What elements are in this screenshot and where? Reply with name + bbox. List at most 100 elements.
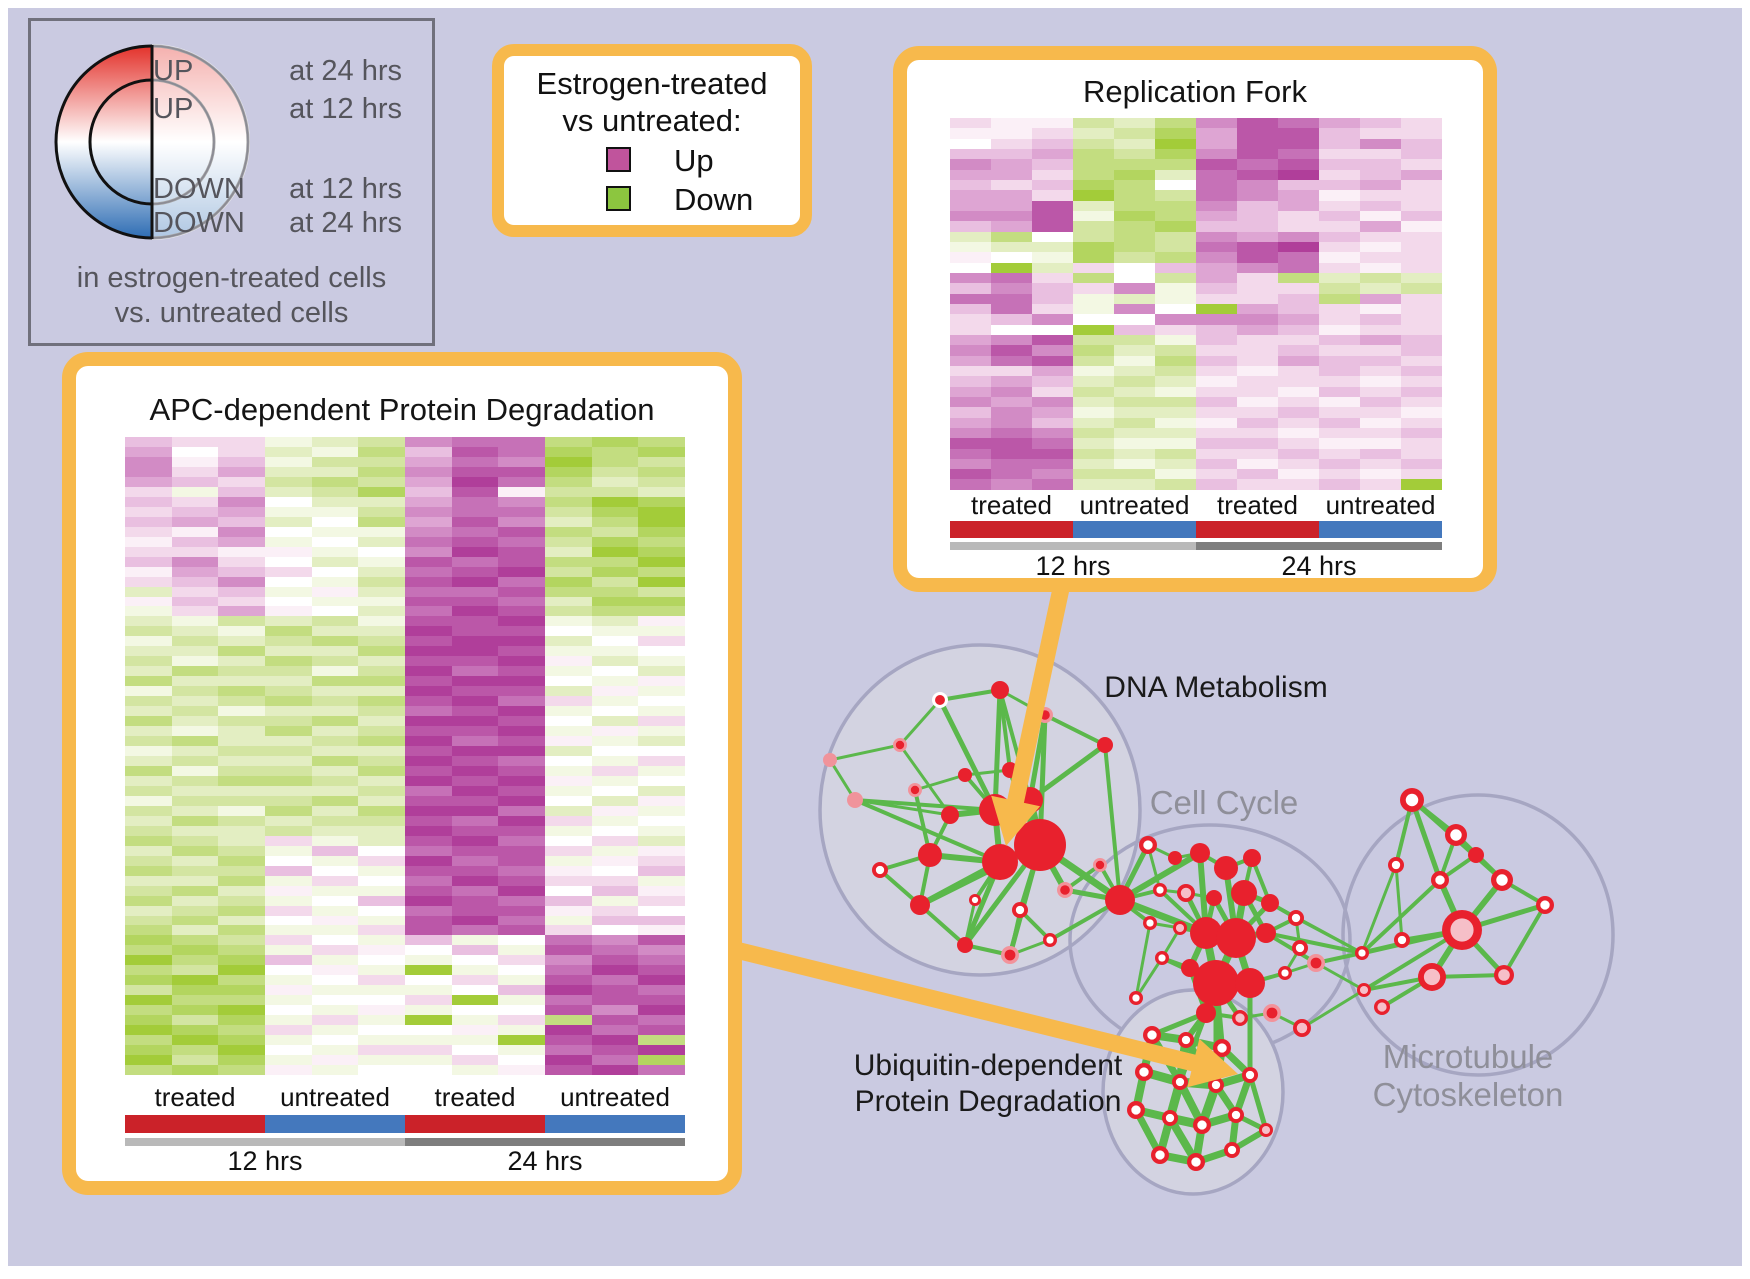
heatmap-cell <box>1032 231 1073 242</box>
heatmap-cell <box>218 1005 266 1016</box>
heatmap-cell <box>545 855 592 866</box>
heatmap-row <box>125 1055 686 1066</box>
heatmap-cell <box>125 975 172 986</box>
heatmap-cell <box>498 496 546 507</box>
heatmap-cell <box>1114 386 1155 397</box>
heatmap-cell <box>265 975 312 986</box>
heatmap-cell <box>1401 386 1442 397</box>
heatmap-cell <box>638 437 686 447</box>
heatmap-row <box>125 496 686 507</box>
heatmap-cell <box>265 626 312 637</box>
heatmap-cell <box>405 456 452 467</box>
heatmap-cell <box>1155 314 1196 325</box>
heatmap-cell <box>498 885 546 896</box>
heatmap-cell <box>1278 303 1319 315</box>
heatmap-row <box>950 469 1442 480</box>
cluster-label-line: Protein Degradation <box>854 1085 1122 1118</box>
network-node <box>1216 918 1256 958</box>
network-node-center <box>1359 985 1369 995</box>
heatmap-cell <box>405 716 452 727</box>
network-node <box>1214 856 1238 880</box>
heatmap-cell <box>591 606 639 617</box>
heatmap-cell <box>311 1055 359 1066</box>
heatmap-cell <box>950 221 991 232</box>
heatmap-cell <box>358 1055 406 1066</box>
heatmap-cell <box>358 686 406 697</box>
heatmap-cell <box>991 427 1032 439</box>
heatmap-cell <box>1360 128 1401 139</box>
network-node <box>1243 849 1261 867</box>
heatmap-cell <box>498 895 546 906</box>
heatmap-cell <box>1278 221 1319 232</box>
heatmap-cell <box>358 1045 406 1056</box>
heatmap-cell <box>125 945 172 956</box>
heatmap-cell <box>405 965 452 976</box>
heatmap-cell <box>265 646 312 657</box>
heatmap-cell <box>1278 169 1319 180</box>
heatmap-cell <box>545 865 592 876</box>
heatmap-cell <box>950 138 991 149</box>
heatmap-cell <box>638 476 686 487</box>
heatmap-cell <box>311 945 359 956</box>
heatmap-row <box>125 855 686 866</box>
heatmap-cell <box>218 466 266 477</box>
heatmap-cell <box>638 486 686 497</box>
heatmap-cell <box>1032 386 1073 397</box>
network-node <box>991 681 1009 699</box>
heatmap-cell <box>1032 179 1073 191</box>
heatmap-cell <box>1401 355 1442 366</box>
heatmap-cell <box>1278 138 1319 149</box>
heatmap-cell <box>1278 272 1319 284</box>
heatmap-cell <box>358 1005 406 1016</box>
heatmap-cell <box>1073 407 1114 418</box>
heatmap-cell <box>1196 458 1237 470</box>
heatmap-cell <box>1032 427 1073 439</box>
heatmap-cell <box>451 596 499 607</box>
heatmap-cell <box>451 765 499 776</box>
heatmap-cell <box>638 536 686 547</box>
legend-caption-line2: vs. untreated cells <box>114 297 349 329</box>
network-edge <box>913 773 967 792</box>
heatmap-cell <box>950 231 991 242</box>
heatmap-row <box>950 376 1442 387</box>
network-node-center <box>1180 887 1192 899</box>
heatmap-cell <box>1237 293 1278 304</box>
legend-item-up: Up <box>504 144 800 178</box>
heatmap-cell <box>591 746 639 756</box>
heatmap-cell <box>405 765 452 776</box>
heatmap-cell <box>1114 334 1155 346</box>
heatmap-cell <box>545 795 592 806</box>
heatmap-cell <box>1196 365 1237 377</box>
heatmap-cell <box>405 606 452 617</box>
heatmap-cell <box>950 355 991 366</box>
heatmap-cell <box>125 1025 172 1036</box>
heatmap-cell <box>405 865 452 876</box>
heatmap-cell <box>1360 252 1401 263</box>
heatmap-cell <box>1155 241 1196 253</box>
heatmap-cell <box>1360 262 1401 273</box>
heatmap-cell <box>1278 210 1319 222</box>
heatmap-cell <box>1114 324 1155 335</box>
heatmap-cell <box>950 283 991 294</box>
heatmap-cell <box>545 995 592 1006</box>
network-node-center <box>1004 949 1016 961</box>
heatmap-cell <box>545 676 592 687</box>
heatmap-cell <box>171 696 219 707</box>
heatmap-cell <box>1073 324 1114 335</box>
heatmap-cell <box>1278 427 1319 439</box>
heatmap-cell <box>218 686 266 697</box>
heatmap-cell <box>311 586 359 597</box>
heatmap-cell <box>265 855 312 866</box>
heatmap-cell <box>591 945 639 956</box>
heatmap-cell <box>1114 448 1155 459</box>
heatmap-cell <box>1360 355 1401 366</box>
network-edge <box>998 688 1012 772</box>
legend-up24-value: at 24 hrs <box>289 55 402 87</box>
heatmap-cell <box>451 855 499 866</box>
heatmap-row <box>125 905 686 916</box>
heatmap-cell <box>1073 427 1114 439</box>
heatmap-cell <box>451 865 499 876</box>
heatmap-cell <box>991 386 1032 397</box>
heatmap-cell <box>451 785 499 796</box>
heatmap-cell <box>1196 231 1237 242</box>
